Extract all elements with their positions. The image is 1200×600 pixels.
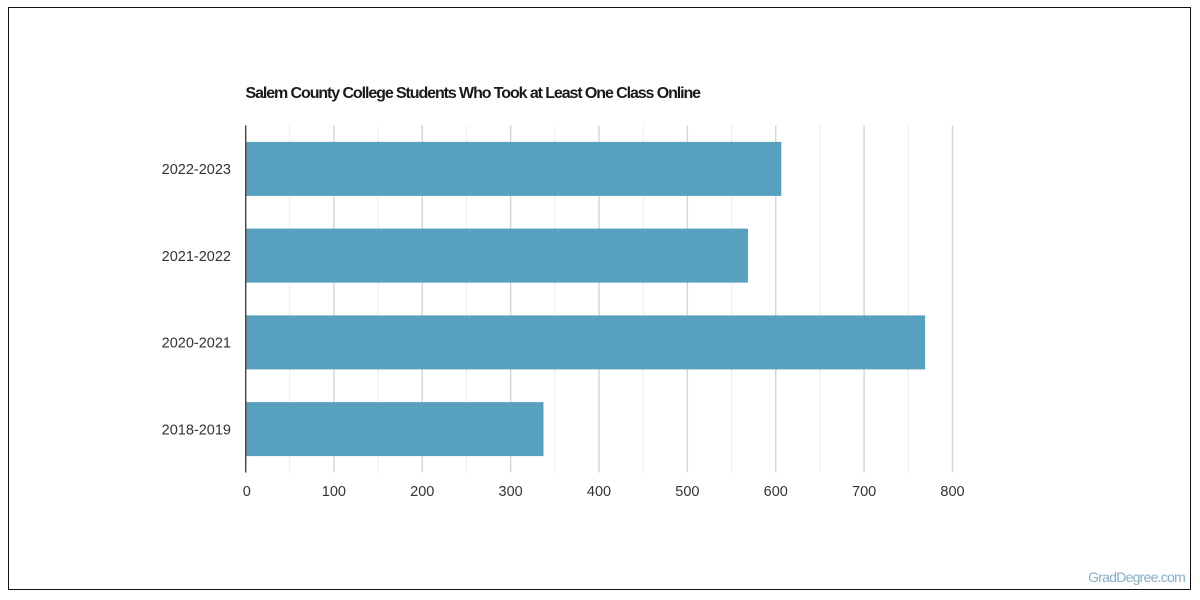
svg-text:GradDegree.com: GradDegree.com <box>1088 569 1185 585</box>
svg-text:2021-2022: 2021-2022 <box>162 249 231 265</box>
svg-text:100: 100 <box>322 484 346 500</box>
svg-text:500: 500 <box>675 484 699 500</box>
svg-text:200: 200 <box>410 484 434 500</box>
svg-text:2020-2021: 2020-2021 <box>162 336 231 352</box>
svg-text:600: 600 <box>764 484 788 500</box>
svg-text:300: 300 <box>499 484 523 500</box>
svg-text:0: 0 <box>243 484 251 500</box>
svg-text:400: 400 <box>587 484 611 500</box>
svg-text:2018-2019: 2018-2019 <box>162 422 231 438</box>
svg-text:2022-2023: 2022-2023 <box>162 162 231 178</box>
svg-text:700: 700 <box>852 484 876 500</box>
svg-text:800: 800 <box>940 484 964 500</box>
svg-text:Salem County College Students: Salem County College Students Who Took a… <box>246 85 702 102</box>
